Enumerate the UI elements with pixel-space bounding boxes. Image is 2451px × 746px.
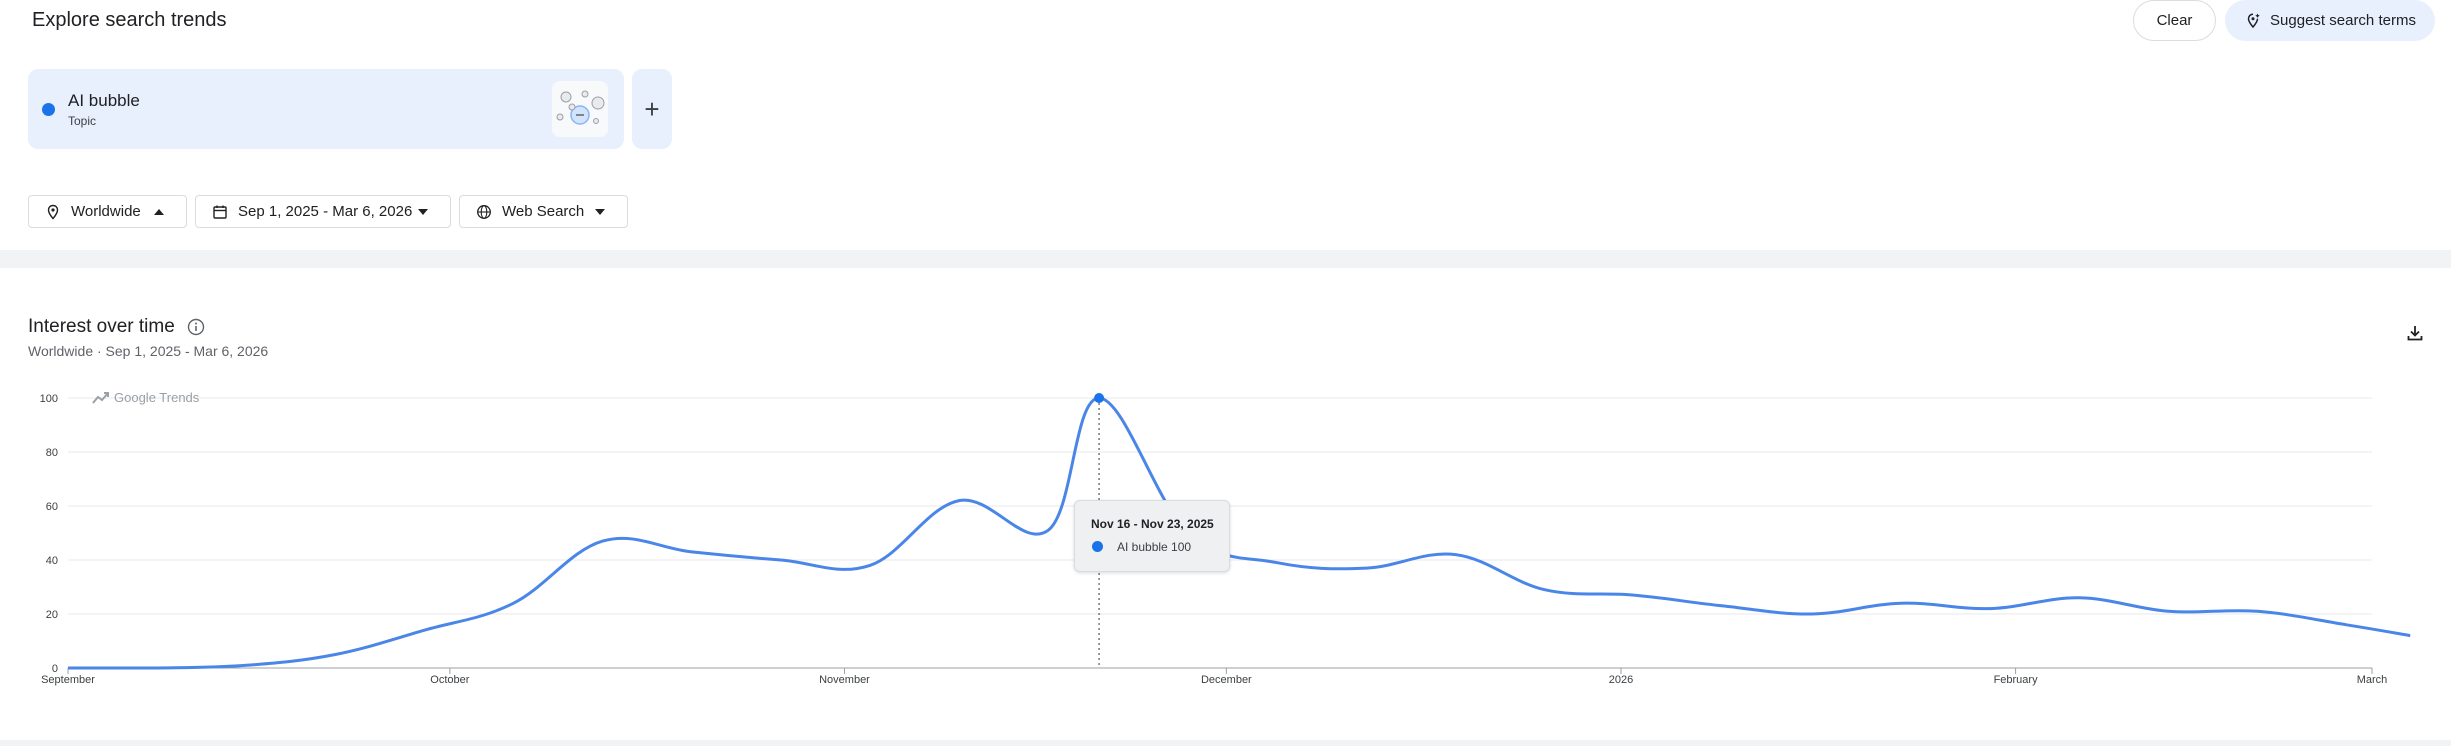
trend-arrow-icon: [92, 392, 109, 404]
add-term-button[interactable]: +: [632, 69, 672, 149]
x-tick-label: March: [2357, 674, 2388, 686]
plus-icon: +: [644, 93, 660, 124]
x-axis-ticks: September October November December 2026 Febr…: [41, 668, 2387, 686]
bottom-divider: [0, 740, 2451, 746]
suggest-label: Suggest search terms: [2270, 12, 2416, 29]
highlight-point[interactable]: [1094, 393, 1105, 403]
tooltip-series-dot: [1092, 541, 1103, 552]
series-line-ai-bubble[interactable]: [68, 396, 2411, 670]
term-color-dot: [42, 103, 55, 116]
tooltip-value: AI bubble 100: [1117, 540, 1192, 554]
data-tooltip: Nov 16 - Nov 23, 2025 AI bubble 100: [1074, 500, 1230, 572]
date-range-filter[interactable]: Sep 1, 2025 - Mar 6, 2026: [195, 195, 451, 228]
section-divider: [0, 250, 2451, 268]
term-name: AI bubble: [68, 91, 140, 110]
y-tick-label: 40: [46, 555, 58, 567]
search-property-filter[interactable]: Web Search: [459, 195, 628, 228]
x-tick-label: September: [41, 674, 95, 686]
page-title: Explore search trends: [32, 9, 227, 31]
caret-down-icon: [595, 208, 605, 215]
suggest-search-terms-button[interactable]: Suggest search terms: [2225, 0, 2435, 41]
location-filter[interactable]: Worldwide: [28, 195, 187, 228]
location-pin-icon: [47, 204, 59, 220]
location-value: Worldwide: [71, 203, 141, 220]
y-axis-ticks: 0 20 40 60 80 100: [40, 393, 58, 675]
term-type: Topic: [68, 114, 97, 128]
sparkle-pin-icon: [2247, 13, 2260, 28]
x-tick-label: December: [1201, 674, 1252, 686]
topic-thumbnail-icon: [552, 81, 608, 137]
info-icon[interactable]: [187, 318, 205, 336]
date-range-value: Sep 1, 2025 - Mar 6, 2026: [238, 203, 413, 220]
x-tick-label: February: [1994, 674, 2039, 686]
x-tick-label: October: [430, 674, 469, 686]
chart-title: Interest over time: [28, 316, 175, 337]
tooltip-date: Nov 16 - Nov 23, 2025: [1091, 517, 1214, 531]
download-icon[interactable]: [2405, 323, 2425, 343]
y-tick-label: 80: [46, 447, 58, 459]
globe-icon: [477, 204, 491, 219]
brand-text: Google Trends: [114, 390, 200, 405]
y-tick-label: 0: [52, 663, 58, 675]
top-bar: Explore search trends Clear Suggest sear…: [0, 0, 2451, 42]
chart-subtitle: Worldwide · Sep 1, 2025 - Mar 6, 2026: [28, 343, 269, 359]
caret-down-icon: [418, 208, 428, 215]
search-property-value: Web Search: [502, 203, 585, 220]
caret-up-icon: [154, 208, 164, 215]
y-tick-label: 100: [40, 393, 58, 405]
y-tick-label: 20: [46, 609, 58, 621]
x-tick-label: November: [819, 674, 870, 686]
clear-button[interactable]: Clear: [2133, 0, 2216, 41]
search-term-card[interactable]: AI bubble Topic: [28, 69, 624, 149]
y-tick-label: 60: [46, 501, 58, 513]
x-tick-label: 2026: [1609, 674, 1633, 686]
calendar-icon: [213, 205, 227, 219]
google-trends-watermark: Google Trends: [92, 390, 200, 405]
